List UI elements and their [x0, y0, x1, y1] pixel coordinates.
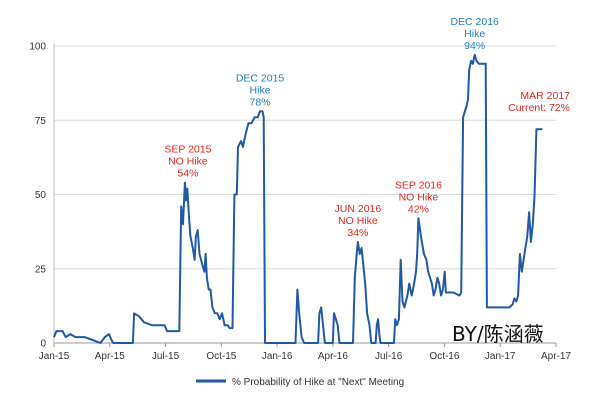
- annotation-text: JUN 2016: [335, 203, 382, 215]
- legend-label: % Probability of Hike at "Next" Meeting: [232, 377, 404, 388]
- legend: % Probability of Hike at "Next" Meeting: [196, 377, 404, 388]
- annotation-text: 94%: [464, 40, 485, 52]
- x-tick-label: Jul-15: [152, 351, 180, 362]
- annotation-text: SEP 2015: [164, 144, 211, 156]
- axes: [53, 44, 556, 344]
- x-tick-label: Jan-16: [262, 351, 293, 362]
- x-tick-label: Apr-15: [95, 351, 125, 362]
- x-tick-label: Apr-17: [541, 351, 571, 362]
- annotation-text: Current: 72%: [508, 102, 570, 114]
- annotation-text: 42%: [408, 203, 429, 215]
- y-tick-label: 100: [29, 42, 46, 53]
- x-tick-label: Jan-17: [485, 351, 516, 362]
- annotation-text: MAR 2017: [520, 90, 570, 102]
- annotation-text: DEC 2016: [450, 16, 499, 28]
- x-tick-label: Oct-16: [429, 351, 459, 362]
- annotation-text: NO Hike: [168, 156, 208, 168]
- x-tick-label: Apr-16: [318, 351, 348, 362]
- annotation-text: SEP 2016: [395, 179, 442, 191]
- watermark-text: BY/陈涵薇: [452, 322, 544, 346]
- y-tick-label: 50: [35, 190, 47, 201]
- annotation-text: 78%: [250, 96, 271, 108]
- x-axis-ticks: Jan-15 Apr-15 Jul-15 Oct-15 Jan-16 Apr-16 Jul-…: [39, 343, 571, 362]
- y-tick-label: 25: [35, 264, 47, 275]
- y-tick-label: 0: [40, 339, 46, 350]
- x-tick-label: Jul-16: [375, 351, 403, 362]
- annotation-text: Hike: [250, 84, 271, 96]
- gridlines: [54, 45, 556, 270]
- annotation-text: NO Hike: [338, 215, 378, 227]
- annotation-text: DEC 2015: [236, 72, 285, 84]
- series-line-0: [53, 53, 543, 344]
- annotation-text: 54%: [177, 168, 198, 180]
- annotation-text: Hike: [464, 28, 485, 40]
- annotation-text: NO Hike: [399, 191, 439, 203]
- y-axis-ticks: 0 25 50 75 100: [29, 42, 46, 350]
- x-tick-label: Oct-15: [206, 351, 236, 362]
- x-tick-label: Jan-15: [39, 351, 70, 362]
- annotation-text: 34%: [347, 227, 368, 239]
- y-tick-label: 75: [35, 116, 47, 127]
- series-layer: [53, 53, 543, 344]
